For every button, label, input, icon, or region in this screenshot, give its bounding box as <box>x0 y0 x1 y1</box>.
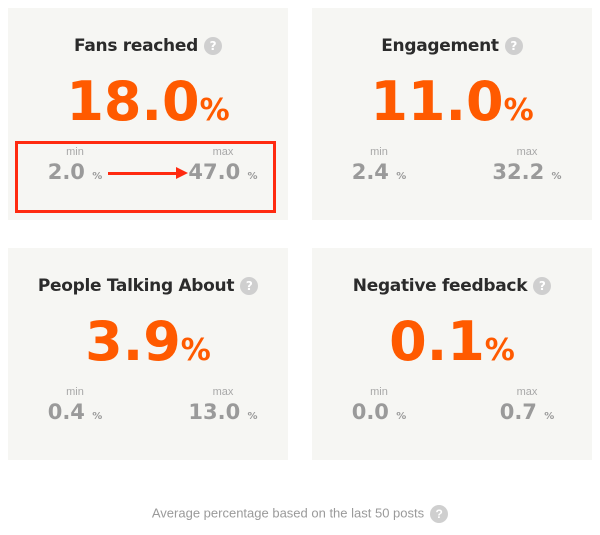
max-number: 13.0 <box>188 400 241 424</box>
metric-value-number: 18.0 <box>66 70 200 133</box>
max-number: 0.7 <box>499 400 537 424</box>
footer-note: Average percentage based on the last 50 … <box>0 505 600 523</box>
help-icon[interactable]: ? <box>533 277 552 295</box>
metric-title-text: Engagement <box>381 36 499 56</box>
min-value: 2.0 % <box>20 160 130 184</box>
metric-unit: % <box>199 93 230 128</box>
footer-text: Average percentage based on the last 50 … <box>151 505 425 521</box>
help-icon[interactable]: ? <box>430 505 449 523</box>
metric-title-text: Negative feedback <box>352 276 528 296</box>
max-label: max <box>212 386 234 398</box>
max-column: max 0.7 % <box>472 386 582 424</box>
min-unit: % <box>396 411 407 422</box>
min-number: 0.0 <box>351 400 389 424</box>
min-column: min 2.0 % <box>20 146 130 184</box>
min-column: min 0.0 % <box>324 386 434 424</box>
metric-value: 18.0% <box>8 70 288 143</box>
min-number: 2.4 <box>351 160 389 184</box>
max-unit: % <box>551 171 562 182</box>
max-unit: % <box>247 171 258 182</box>
max-value: 32.2 % <box>472 160 582 184</box>
min-column: min 2.4 % <box>324 146 434 184</box>
max-column: max 47.0 % <box>168 146 278 184</box>
metric-title-text: People Talking About <box>37 276 235 296</box>
max-number: 32.2 <box>492 160 545 184</box>
metric-value: 3.9% <box>8 310 288 383</box>
min-label: min <box>370 386 388 398</box>
help-icon[interactable]: ? <box>203 37 222 55</box>
metric-card-engagement: Engagement? 11.0% min 2.4 % max 32.2 % <box>312 8 592 220</box>
max-unit: % <box>544 411 555 422</box>
max-label: max <box>516 146 538 158</box>
metric-card-fans-reached: Fans reached? 18.0% min 2.0 % max 47.0 % <box>8 8 288 220</box>
arrow-right-icon <box>108 167 188 179</box>
max-value: 13.0 % <box>168 400 278 424</box>
metric-card-negative-feedback: Negative feedback? 0.1% min 0.0 % max 0.7 … <box>312 248 592 460</box>
metric-title-text: Fans reached <box>74 36 198 56</box>
max-value: 0.7 % <box>472 400 582 424</box>
metric-value-number: 3.9 <box>85 310 181 373</box>
metric-value: 0.1% <box>312 310 592 383</box>
metric-value-number: 0.1 <box>389 310 485 373</box>
metric-title: Engagement? <box>312 36 592 56</box>
min-column: min 0.4 % <box>20 386 130 424</box>
min-unit: % <box>92 411 103 422</box>
metric-unit: % <box>484 333 515 368</box>
min-label: min <box>66 146 84 158</box>
metric-card-people-talking-about: People Talking About? 3.9% min 0.4 % max 1… <box>8 248 288 460</box>
help-icon[interactable]: ? <box>240 277 259 295</box>
min-value: 0.0 % <box>324 400 434 424</box>
min-unit: % <box>396 171 407 182</box>
max-number: 47.0 <box>188 160 241 184</box>
metric-title: Negative feedback? <box>312 276 592 296</box>
max-unit: % <box>247 411 258 422</box>
min-label: min <box>66 386 84 398</box>
max-column: max 13.0 % <box>168 386 278 424</box>
metric-title: Fans reached? <box>8 36 288 56</box>
metric-title: People Talking About? <box>8 276 288 296</box>
help-icon[interactable]: ? <box>504 37 523 55</box>
metric-unit: % <box>180 333 211 368</box>
max-label: max <box>516 386 538 398</box>
metric-value: 11.0% <box>312 70 592 143</box>
max-column: max 32.2 % <box>472 146 582 184</box>
min-number: 2.0 <box>47 160 85 184</box>
min-unit: % <box>92 171 103 182</box>
max-label: max <box>212 146 234 158</box>
min-value: 2.4 % <box>324 160 434 184</box>
metric-unit: % <box>503 93 534 128</box>
min-number: 0.4 <box>47 400 85 424</box>
min-label: min <box>370 146 388 158</box>
metric-value-number: 11.0 <box>370 70 504 133</box>
max-value: 47.0 % <box>168 160 278 184</box>
min-value: 0.4 % <box>20 400 130 424</box>
highlight-box <box>15 141 276 213</box>
